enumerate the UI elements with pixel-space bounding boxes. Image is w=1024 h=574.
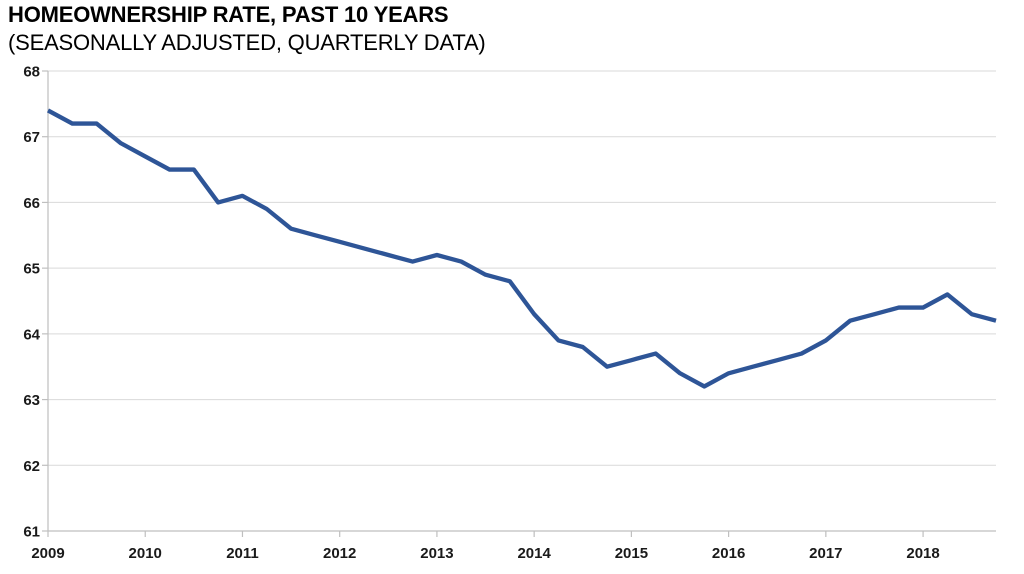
- homeownership-rate-line: [46, 108, 997, 389]
- x-tick-label: 2011: [226, 545, 259, 562]
- x-tick-label: 2012: [323, 545, 356, 562]
- x-tick-label: 2018: [906, 545, 939, 562]
- y-tick-label: 64: [23, 326, 40, 343]
- y-tick-label: 63: [23, 392, 40, 409]
- x-tick-label: 2016: [712, 545, 745, 562]
- y-tick-label: 66: [23, 195, 40, 212]
- y-gridlines: [48, 70, 996, 466]
- y-tick-label: 62: [23, 458, 40, 475]
- y-axis-ticks-labels: 61 62 63 64 65 66 67 68: [23, 64, 48, 541]
- y-tick-label: 67: [23, 129, 40, 146]
- x-tick-label: 2014: [517, 545, 551, 562]
- x-tick-label: 2017: [809, 545, 842, 562]
- chart-subtitle: (SEASONALLY ADJUSTED, QUARTERLY DATA): [8, 30, 486, 55]
- x-tick-label: 2015: [615, 545, 648, 562]
- y-tick-label: 68: [23, 64, 40, 81]
- y-tick-label: 65: [23, 261, 40, 278]
- x-tick-label: 2010: [129, 545, 162, 562]
- y-tick-label: 61: [23, 524, 40, 541]
- axes: [47, 71, 996, 532]
- chart-title: HOMEOWNERSHIP RATE, PAST 10 YEARS: [8, 2, 449, 27]
- x-axis-ticks-labels: 2009 2010 2011 2012 2013 2014 2015 2016 2017 2018: [31, 531, 940, 562]
- x-tick-label: 2009: [31, 545, 64, 562]
- x-tick-label: 2013: [420, 545, 453, 562]
